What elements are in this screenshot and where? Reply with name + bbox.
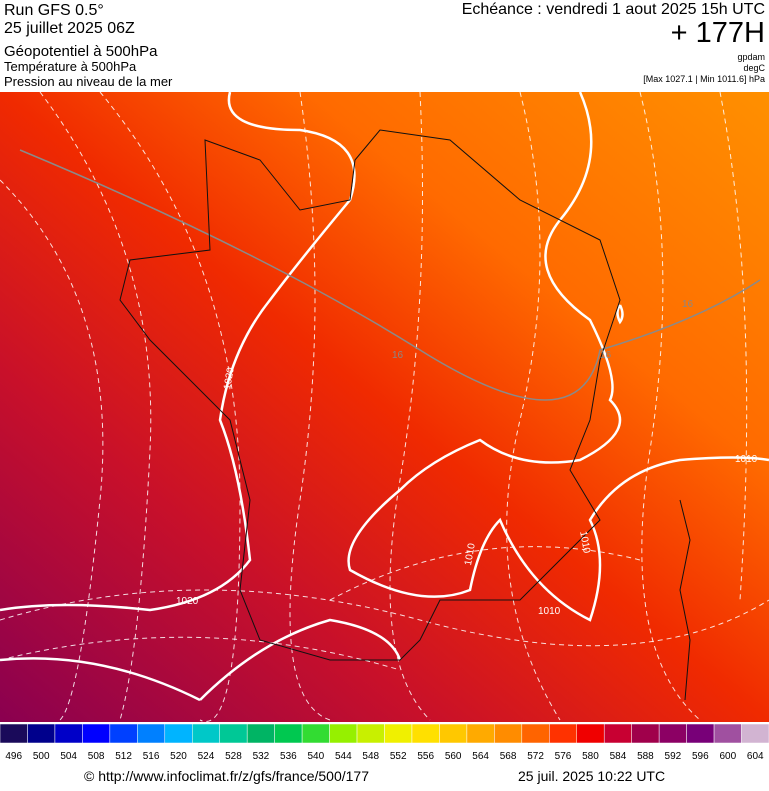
contour-label: 1010: [538, 606, 561, 617]
color-swatch: [246, 723, 275, 744]
colorbar-label: 584: [610, 751, 627, 762]
colorbar-label: 496: [5, 751, 22, 762]
field-3: Pression au niveau de la mer: [4, 74, 173, 89]
colorbar-label: 588: [637, 751, 654, 762]
colorbar-label: 516: [143, 751, 160, 762]
color-swatch: [713, 723, 742, 744]
unit-1: gpdam: [737, 52, 765, 62]
color-swatch: [658, 723, 687, 744]
color-swatch: [686, 723, 715, 744]
map: 1020 1010 1010 1010 1020 1010 16 16 16: [0, 91, 769, 722]
field-1: Géopotentiel à 500hPa: [4, 43, 158, 60]
colorbar-label: 544: [335, 751, 352, 762]
contour-label: 1020: [176, 596, 199, 607]
colorbar-label: 556: [417, 751, 434, 762]
color-swatch: [576, 723, 605, 744]
color-swatch: [466, 723, 495, 744]
colorbar: 496 500 504 508 512 516 520 524 528 532 536 540 544 5…: [0, 723, 769, 762]
isobar-1010: [347, 91, 769, 622]
color-swatch: [219, 723, 248, 744]
contour-label: 16: [682, 299, 694, 310]
color-swatch: [27, 723, 56, 744]
contour-label: 1010: [735, 454, 758, 465]
run-date: 25 juillet 2025 06Z: [4, 20, 135, 37]
color-swatch: [741, 723, 769, 744]
color-swatch: [329, 723, 358, 744]
colorbar-label: 568: [500, 751, 517, 762]
colorbar-label: 560: [445, 751, 462, 762]
contour-label: 1020: [222, 366, 237, 390]
colorbar-label: 528: [225, 751, 242, 762]
colorbar-label: 504: [60, 751, 77, 762]
colorbar-label: 520: [170, 751, 187, 762]
color-swatch: [301, 723, 330, 744]
colorbar-label: 552: [390, 751, 407, 762]
run-title: Run GFS 0.5°: [4, 2, 104, 19]
coastline: [119, 129, 621, 661]
color-swatch: [494, 723, 523, 744]
colorbar-label: 548: [362, 751, 379, 762]
colorbar-label: 540: [307, 751, 324, 762]
colorbar-label: 572: [527, 751, 544, 762]
contour-label: 1010: [577, 530, 592, 554]
color-swatch: [82, 723, 111, 744]
colorbar-label: 580: [582, 751, 599, 762]
colorbar-label: 508: [88, 751, 105, 762]
colorbar-label: 512: [115, 751, 132, 762]
color-swatch: [164, 723, 193, 744]
isobar-closed: [616, 304, 624, 325]
colorbar-label: 576: [555, 751, 572, 762]
coastline: [679, 499, 691, 701]
map-background: [0, 92, 769, 722]
color-swatch: [0, 723, 28, 744]
colorbar-label: 604: [747, 751, 764, 762]
colorbar-label: 500: [33, 751, 50, 762]
color-swatch: [603, 723, 632, 744]
colorbar-label: 596: [692, 751, 709, 762]
valid-time: Echéance : vendredi 1 aout 2025 15h UTC: [462, 1, 765, 18]
color-swatch: [274, 723, 303, 744]
isobar-1020: [0, 91, 356, 612]
colorbar-label: 532: [253, 751, 270, 762]
color-swatch: [356, 723, 385, 744]
contour-label: 16: [600, 350, 612, 361]
color-swatch: [439, 723, 468, 744]
lead-time: + 177H: [671, 17, 765, 49]
footer-timestamp: 25 juil. 2025 10:22 UTC: [518, 768, 665, 784]
color-swatch: [631, 723, 660, 744]
contour-label: 16: [392, 350, 404, 361]
isotherm-16: [19, 149, 761, 401]
colorbar-label: 536: [280, 751, 297, 762]
colorbar-label: 600: [719, 751, 736, 762]
colorbar-label: 592: [665, 751, 682, 762]
footer-url: © http://www.infoclimat.fr/z/gfs/france/…: [84, 768, 369, 784]
color-swatch: [192, 723, 220, 744]
unit-2: degC: [743, 63, 765, 73]
field-2: Température à 500hPa: [4, 59, 137, 74]
color-swatch: [54, 723, 83, 744]
color-swatch: [549, 723, 577, 744]
color-swatch: [109, 723, 138, 744]
color-swatch: [521, 723, 550, 744]
temperature-contours: [0, 91, 748, 722]
color-swatch: [411, 723, 440, 744]
color-swatch: [384, 723, 413, 744]
color-swatch: [137, 723, 166, 744]
colorbar-label: 564: [472, 751, 489, 762]
temperature-contours: [0, 546, 769, 671]
contour-label: 1010: [463, 542, 478, 566]
isobar-1020: [0, 618, 402, 702]
pressure-range: [Max 1027.1 | Min 1011.6] hPa: [643, 74, 765, 84]
colorbar-label: 524: [198, 751, 215, 762]
